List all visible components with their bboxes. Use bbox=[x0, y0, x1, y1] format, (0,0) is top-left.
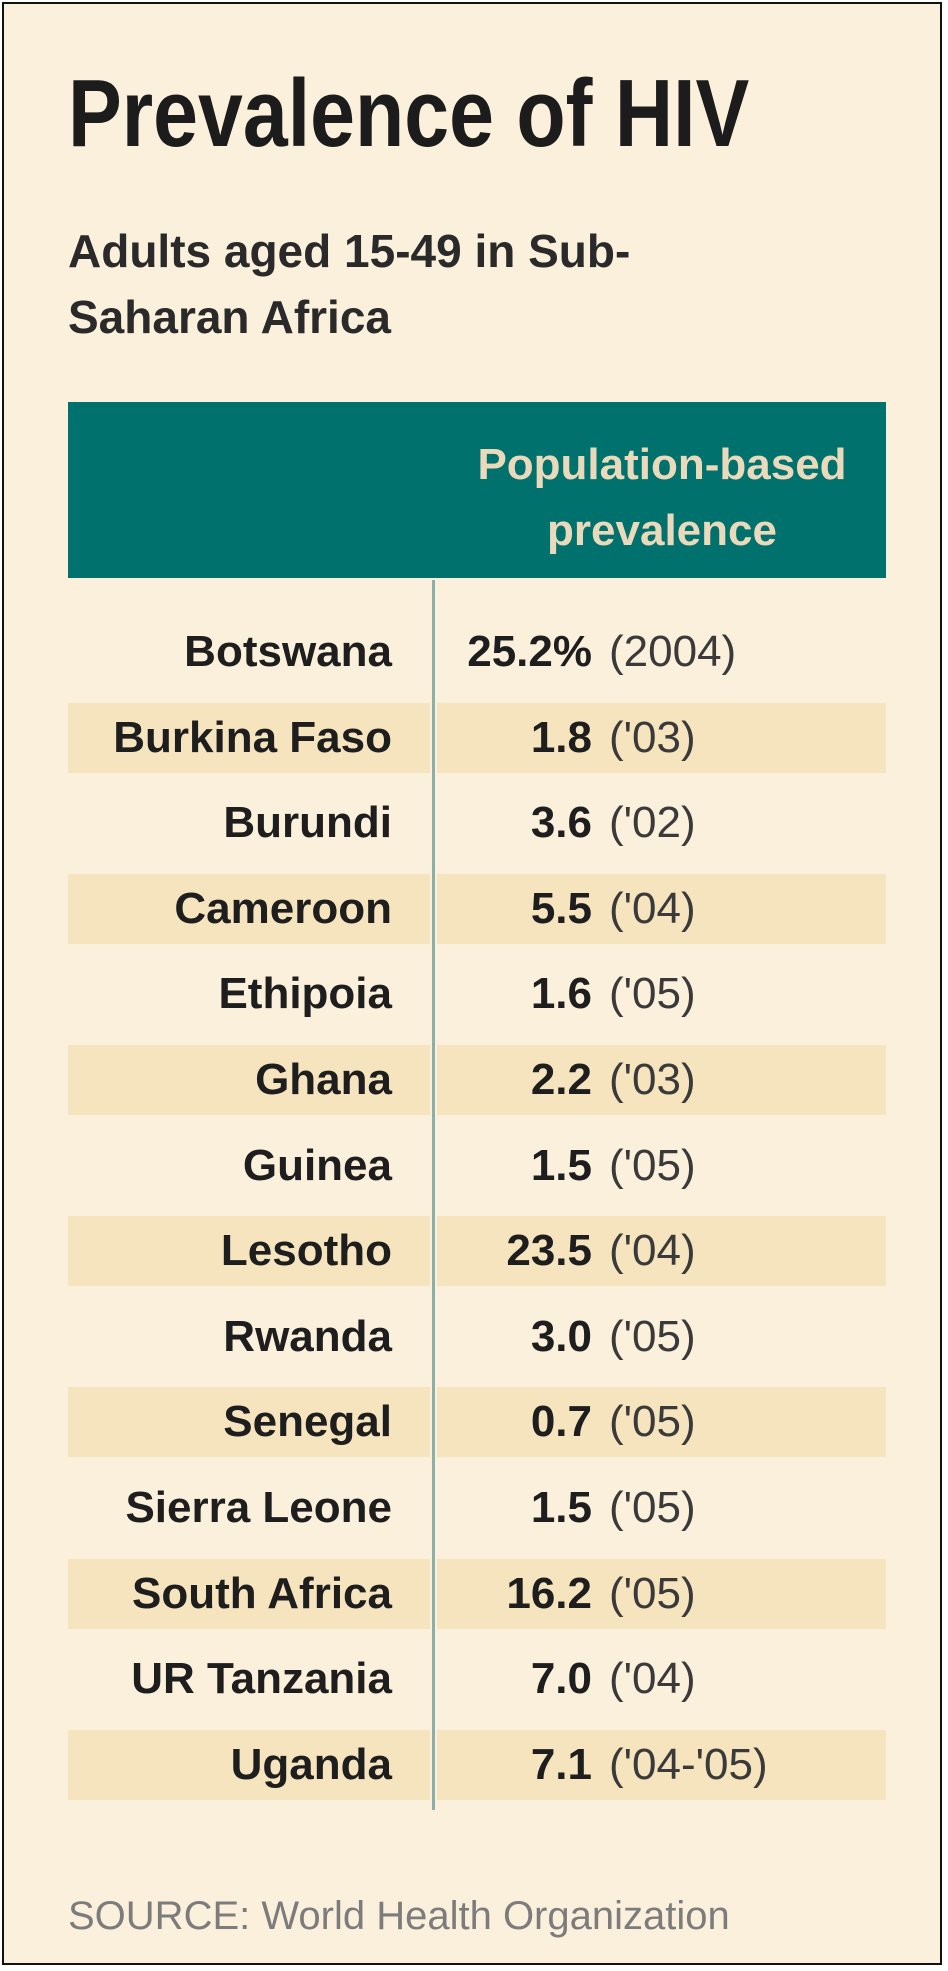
row-stripe bbox=[437, 1558, 886, 1629]
row-stripe bbox=[437, 1216, 886, 1287]
country-label: Burkina Faso bbox=[113, 712, 392, 762]
survey-year: ('04) bbox=[609, 883, 696, 933]
row-stripe bbox=[68, 1044, 430, 1115]
table-row: Ethipoia 1.6 ('05) bbox=[68, 951, 886, 1037]
value-cell: 23.5 ('04) bbox=[68, 1208, 886, 1294]
survey-year: ('04-'05) bbox=[609, 1739, 768, 1789]
row-stripe bbox=[437, 702, 886, 773]
table-row: Cameroon 5.5 ('04) bbox=[68, 866, 886, 952]
country-label: Ghana bbox=[255, 1054, 392, 1104]
value-cell: 3.0 ('05) bbox=[68, 1294, 886, 1380]
country-label: Cameroon bbox=[174, 883, 392, 933]
row-stripe bbox=[437, 873, 886, 944]
survey-year: ('05) bbox=[609, 1397, 696, 1447]
value-cell: 3.6 ('02) bbox=[68, 780, 886, 866]
value-cell: 1.5 ('05) bbox=[68, 1123, 886, 1209]
survey-year: ('05) bbox=[609, 969, 696, 1019]
prevalence-value: 1.6 bbox=[530, 969, 592, 1019]
table-row: Senegal 0.7 ('05) bbox=[68, 1379, 886, 1465]
value-cell: 5.5 ('04) bbox=[68, 866, 886, 952]
country-label: Uganda bbox=[230, 1739, 392, 1789]
row-stripe bbox=[437, 1729, 886, 1800]
row-stripe bbox=[68, 1216, 430, 1287]
survey-year: (2004) bbox=[609, 627, 737, 676]
country-label: UR Tanzania bbox=[131, 1654, 392, 1704]
country-label: Rwanda bbox=[223, 1311, 392, 1361]
prevalence-value: 25.2% bbox=[467, 627, 592, 676]
row-stripe bbox=[68, 1729, 430, 1800]
prevalence-value: 3.0 bbox=[530, 1311, 592, 1361]
table-row: Rwanda 3.0 ('05) bbox=[68, 1294, 886, 1380]
row-stripe bbox=[68, 873, 430, 944]
prevalence-value: 23.5 bbox=[506, 1226, 592, 1276]
prevalence-value: 7.1 bbox=[530, 1739, 592, 1789]
value-cell: 1.5 ('05) bbox=[68, 1465, 886, 1551]
country-label: Burundi bbox=[223, 798, 392, 848]
table-row: Sierra Leone 1.5 ('05) bbox=[68, 1465, 886, 1551]
value-cell: 0.7 ('05) bbox=[68, 1379, 886, 1465]
prevalence-value: 5.5 bbox=[530, 883, 592, 933]
country-label: Senegal bbox=[223, 1397, 392, 1447]
prevalence-value: 7.0 bbox=[530, 1654, 592, 1704]
survey-year: ('05) bbox=[609, 1311, 696, 1361]
row-stripe bbox=[68, 1387, 430, 1458]
value-cell: 7.1 ('04-'05) bbox=[68, 1722, 886, 1808]
survey-year: ('02) bbox=[609, 798, 696, 848]
value-cell: 2.2 ('03) bbox=[68, 1037, 886, 1123]
table-row: UR Tanzania 7.0 ('04) bbox=[68, 1636, 886, 1722]
table-row: South Africa 16.2 ('05) bbox=[68, 1551, 886, 1637]
table-row: Ghana 2.2 ('03) bbox=[68, 1037, 886, 1123]
prevalence-value: 16.2 bbox=[506, 1568, 592, 1618]
table-row: Uganda 7.1 ('04-'05) bbox=[68, 1722, 886, 1808]
value-cell: 7.0 ('04) bbox=[68, 1636, 886, 1722]
table-row: Guinea 1.5 ('05) bbox=[68, 1123, 886, 1209]
table-body: Botswana 25.2% (2004) Burkina Faso 1.8 ('03) B… bbox=[68, 609, 886, 1807]
column-header-prevalence: Population-based prevalence bbox=[477, 440, 847, 555]
table-row: Botswana 25.2% (2004) bbox=[68, 609, 886, 695]
prevalence-value: 1.8 bbox=[530, 712, 592, 762]
column-divider bbox=[432, 580, 435, 1810]
country-label: Botswana bbox=[184, 627, 392, 676]
table-row: Lesotho 23.5 ('04) bbox=[68, 1208, 886, 1294]
prevalence-value: 3.6 bbox=[530, 798, 592, 848]
table-header-band: Population-based prevalence bbox=[68, 402, 886, 578]
prevalence-value: 1.5 bbox=[530, 1482, 592, 1532]
value-cell: 16.2 ('05) bbox=[68, 1551, 886, 1637]
row-stripe bbox=[437, 1044, 886, 1115]
value-cell: 25.2% (2004) bbox=[68, 609, 886, 695]
chart-title: Prevalence of HIV bbox=[68, 60, 750, 167]
country-label: Guinea bbox=[242, 1140, 392, 1190]
survey-year: ('04) bbox=[609, 1226, 696, 1276]
table-row: Burkina Faso 1.8 ('03) bbox=[68, 695, 886, 781]
table-row: Burundi 3.6 ('02) bbox=[68, 780, 886, 866]
country-label: Sierra Leone bbox=[125, 1482, 392, 1532]
value-cell: 1.6 ('05) bbox=[68, 951, 886, 1037]
survey-year: ('03) bbox=[609, 1054, 696, 1104]
chart-subtitle: Adults aged 15-49 in Sub-Saharan Africa bbox=[68, 225, 631, 343]
survey-year: ('05) bbox=[609, 1568, 696, 1618]
row-stripe bbox=[68, 1558, 430, 1629]
survey-year: ('03) bbox=[609, 712, 696, 762]
survey-year: ('05) bbox=[609, 1482, 696, 1532]
country-label: Ethipoia bbox=[218, 969, 392, 1019]
prevalence-value: 2.2 bbox=[530, 1054, 592, 1104]
row-stripe bbox=[437, 1387, 886, 1458]
country-label: Lesotho bbox=[220, 1226, 392, 1276]
row-stripe bbox=[68, 702, 430, 773]
value-cell: 1.8 ('03) bbox=[68, 695, 886, 781]
survey-year: ('04) bbox=[609, 1654, 696, 1704]
country-label: South Africa bbox=[132, 1568, 392, 1618]
prevalence-value: 1.5 bbox=[530, 1140, 592, 1190]
survey-year: ('05) bbox=[609, 1140, 696, 1190]
prevalence-value: 0.7 bbox=[530, 1397, 592, 1447]
source-note: SOURCE: World Health Organization bbox=[68, 1894, 730, 1938]
